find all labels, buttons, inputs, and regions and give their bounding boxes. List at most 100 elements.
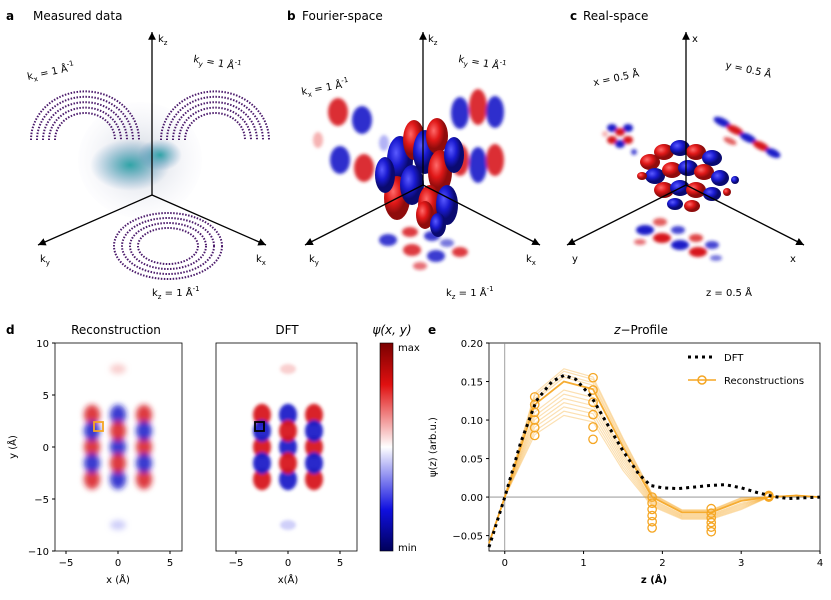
d-xtick: 0 [115, 558, 121, 569]
x-projection [602, 124, 637, 155]
d-xticks: −5 0 5 −5 0 5 [59, 551, 343, 569]
d-ytick: −5 [34, 495, 49, 506]
positive-lobe [136, 437, 152, 457]
kx-arc [48, 106, 122, 141]
b-kz-axis-label: kz [428, 34, 438, 47]
panel-d: d Reconstruction DFT 10 5 0 −5 −10 y (Å)… [6, 323, 420, 586]
e-title: z−Profile [613, 323, 668, 337]
panel-a-title: Measured data [33, 9, 122, 23]
e-xtick: 1 [580, 558, 586, 569]
negative-lobe [84, 420, 100, 441]
b-kz-slice-label: kz = 1 Å-1 [446, 285, 494, 301]
panel-c-letter: c [570, 9, 577, 23]
faint-lobe [110, 364, 126, 374]
z-slice-label: z = 0.5 Å [706, 286, 752, 299]
kx-projection [313, 98, 389, 182]
ky-arc [172, 101, 258, 141]
panel-a: a Measured data kz ky kx kx = 1 Å-1 ky =… [6, 9, 270, 301]
legend-dft: DFT [724, 353, 744, 364]
b-kx-axis-label: kx [526, 254, 536, 267]
reconstruction-marker [588, 409, 598, 420]
measured-core-2 [138, 139, 182, 171]
positive-lobe [279, 419, 297, 442]
kz-ring [129, 222, 207, 270]
reconstruction-marker [647, 498, 657, 509]
panel-e-letter: e [428, 323, 436, 337]
dft-lobes [253, 364, 323, 530]
panel-a-letter: a [6, 9, 14, 23]
b-ky-slice-label: ky = 1 Å-1 [457, 51, 507, 75]
reconstruction-marker [706, 513, 717, 523]
kz-ring [121, 217, 215, 275]
fourier-lobes [375, 118, 464, 237]
reconstruction-marker [706, 526, 717, 537]
reconstruction-marker [588, 434, 598, 445]
positive-lobe [136, 404, 152, 425]
d-xtick: −5 [229, 558, 244, 569]
negative-lobe [136, 420, 152, 441]
e-xtick: 0 [502, 558, 508, 569]
reconstruction-lobes [84, 364, 152, 530]
reconstruction-marker [529, 392, 540, 402]
kz-slice-label: kz = 1 Å-1 [152, 285, 200, 301]
d-xlabel-left: x (Å) [106, 573, 130, 586]
d-xtick: 5 [167, 558, 173, 569]
colorbar-min: min [398, 543, 417, 554]
positive-lobe [110, 420, 126, 441]
legend-recon: Reconstructions [724, 376, 804, 387]
panel-d-letter: d [6, 323, 15, 337]
c-x-axis [685, 184, 805, 246]
negative-lobe [253, 452, 271, 475]
positive-lobe [253, 403, 271, 426]
e-ytick: 0.15 [461, 378, 483, 389]
reconstruction-marker [529, 430, 540, 441]
negative-lobe [110, 437, 126, 457]
positive-lobe [305, 436, 323, 458]
kx-axis [151, 194, 267, 246]
faint-lobe [280, 364, 296, 374]
c-x-axis-label: x [790, 254, 796, 265]
kx-slice-label: kx = 1 Å-1 [26, 59, 76, 85]
reconstruction-marker [588, 385, 598, 395]
e-ylabel: ψ(z) (arb.u.) [428, 417, 439, 477]
b-ky-axis [304, 184, 424, 246]
reconstruction-marker [706, 503, 717, 514]
kx-axis-label: kx [256, 254, 266, 267]
c-y-axis [566, 184, 687, 246]
d-ytick: 0 [43, 443, 49, 454]
y-slice-label: y = 0.5 Å [724, 58, 772, 80]
negative-lobe [279, 468, 297, 491]
positive-lobe [136, 469, 152, 490]
kz-ring [113, 212, 223, 280]
positive-lobe [305, 468, 323, 491]
negative-lobe [110, 469, 126, 490]
reconstruction-marker [647, 510, 657, 521]
kz-ring [137, 227, 199, 265]
d-xlabel-right: x(Å) [278, 573, 299, 586]
negative-lobe [305, 452, 323, 475]
ky-axis-label: ky [40, 254, 50, 267]
reconstruction-marker [706, 522, 717, 532]
negative-lobe [279, 403, 297, 426]
reconstruction-marker [647, 492, 657, 502]
panel-b-letter: b [287, 9, 296, 23]
positive-lobe [110, 453, 126, 474]
d-ylabel: y (Å) [6, 435, 19, 459]
e-xtick: 4 [817, 558, 823, 569]
reconstruction-markers [529, 372, 774, 537]
real-space-orbital [637, 140, 739, 212]
panel-c-title: Real-space [583, 9, 648, 23]
kz-projection [379, 227, 468, 270]
positive-lobe [253, 468, 271, 491]
b-ky-axis-label: ky [309, 254, 319, 267]
reconstruction-marker [647, 504, 657, 515]
e-ytick: 0.20 [461, 339, 483, 350]
reconstruction-marker [763, 490, 774, 501]
reconstruction-marker [706, 508, 717, 519]
ky-arc [178, 106, 252, 141]
e-legend: DFT Reconstructions [688, 353, 804, 387]
panel-b: b Fourier-space [287, 9, 541, 301]
d-ytick: −10 [28, 547, 49, 558]
d-yticks: 10 5 0 −5 −10 [28, 339, 55, 558]
negative-lobe [279, 436, 297, 458]
